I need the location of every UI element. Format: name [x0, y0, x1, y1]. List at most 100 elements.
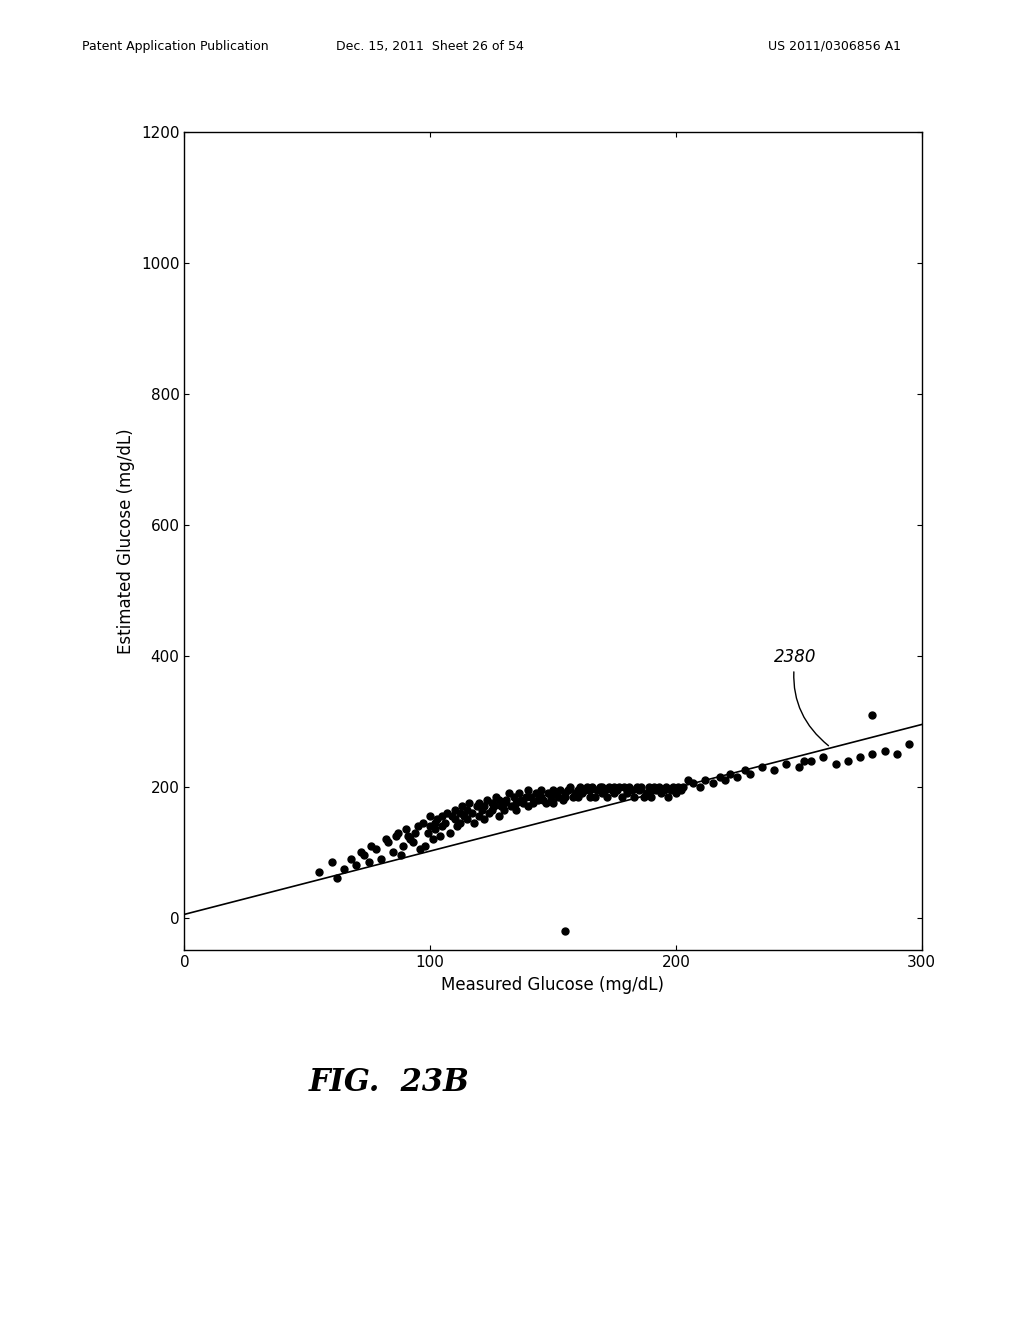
Point: [569, 779, 586, 800]
Point: [550, 785, 566, 807]
Point: [429, 809, 445, 830]
Point: [461, 792, 477, 813]
Point: [404, 832, 421, 853]
Point: [608, 779, 625, 800]
Point: [618, 783, 635, 804]
Point: [653, 783, 670, 804]
Point: [496, 792, 512, 813]
Point: [538, 792, 554, 813]
Point: [594, 776, 610, 797]
Point: [540, 783, 556, 804]
Point: [385, 842, 401, 863]
Point: [485, 796, 502, 817]
Point: [766, 760, 782, 781]
Point: [360, 851, 377, 873]
Point: [355, 845, 372, 866]
Point: [636, 785, 652, 807]
X-axis label: Measured Glucose (mg/dL): Measured Glucose (mg/dL): [441, 975, 665, 994]
Point: [680, 770, 696, 791]
Point: [387, 825, 403, 846]
Point: [557, 920, 573, 941]
Point: [520, 779, 537, 800]
Point: [498, 789, 514, 810]
Point: [446, 799, 463, 820]
Point: [434, 805, 451, 826]
Point: [368, 838, 384, 859]
Point: [571, 776, 588, 797]
Point: [471, 805, 487, 826]
Point: [736, 760, 753, 781]
Point: [629, 776, 645, 797]
Y-axis label: Estimated Glucose (mg/dL): Estimated Glucose (mg/dL): [118, 429, 135, 653]
Point: [648, 779, 665, 800]
Point: [402, 829, 419, 850]
Point: [348, 855, 365, 876]
Point: [803, 750, 819, 771]
Text: Patent Application Publication: Patent Application Publication: [82, 40, 268, 53]
Point: [506, 785, 522, 807]
Point: [494, 796, 510, 817]
Point: [525, 792, 542, 813]
Point: [441, 822, 458, 843]
Point: [452, 812, 468, 833]
Point: [459, 799, 475, 820]
Point: [569, 785, 586, 807]
Point: [378, 829, 394, 850]
Text: US 2011/0306856 A1: US 2011/0306856 A1: [768, 40, 901, 53]
Point: [564, 785, 581, 807]
Point: [577, 779, 593, 800]
Point: [466, 812, 482, 833]
Point: [606, 783, 623, 804]
Point: [582, 779, 598, 800]
Point: [626, 785, 642, 807]
Point: [705, 774, 721, 795]
Point: [436, 812, 453, 833]
Point: [852, 747, 868, 768]
Point: [729, 767, 745, 788]
Point: [515, 792, 531, 813]
Point: [522, 785, 539, 807]
Point: [545, 779, 561, 800]
Text: 2380: 2380: [774, 648, 828, 746]
Point: [449, 816, 465, 837]
Point: [791, 756, 807, 777]
Point: [478, 789, 495, 810]
Point: [616, 776, 633, 797]
Point: [483, 799, 500, 820]
Point: [567, 783, 584, 804]
Point: [643, 779, 659, 800]
Point: [599, 785, 615, 807]
Point: [545, 792, 561, 813]
Point: [469, 796, 485, 817]
Text: FIG.  23B: FIG. 23B: [308, 1067, 470, 1098]
Point: [476, 796, 493, 817]
Point: [712, 767, 728, 788]
Point: [638, 783, 654, 804]
Point: [618, 779, 635, 800]
Point: [557, 785, 573, 807]
Point: [611, 776, 628, 797]
Point: [621, 776, 637, 797]
Point: [685, 774, 701, 795]
Point: [380, 832, 396, 853]
Point: [543, 785, 559, 807]
Point: [490, 789, 507, 810]
Point: [796, 750, 812, 771]
Point: [513, 789, 529, 810]
Point: [864, 704, 881, 725]
Point: [663, 779, 679, 800]
Point: [594, 783, 610, 804]
Point: [395, 836, 412, 857]
Point: [668, 779, 684, 800]
Point: [446, 809, 463, 830]
Point: [329, 867, 345, 888]
Point: [532, 779, 549, 800]
Point: [631, 779, 647, 800]
Point: [311, 861, 328, 882]
Point: [473, 799, 489, 820]
Point: [424, 829, 440, 850]
Point: [655, 779, 672, 800]
Point: [459, 809, 475, 830]
Point: [397, 818, 414, 840]
Point: [697, 770, 714, 791]
